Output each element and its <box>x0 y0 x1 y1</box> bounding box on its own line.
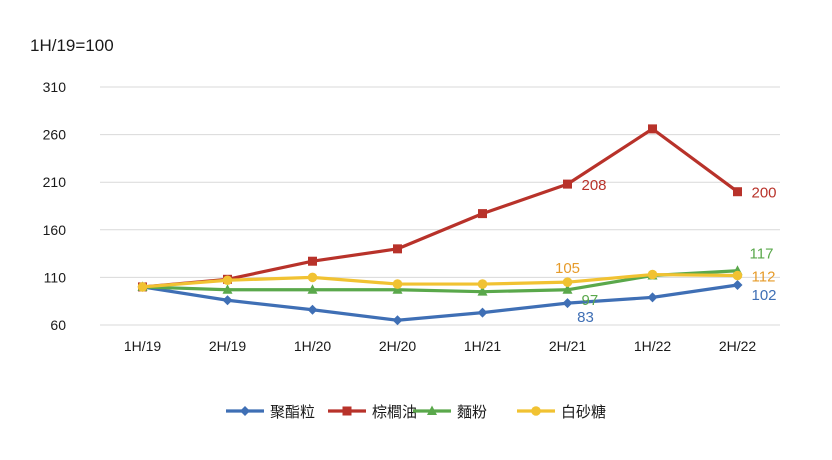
legend-marker <box>427 405 437 415</box>
data-point <box>307 272 318 283</box>
data-point <box>392 284 403 294</box>
y-tick-label: 60 <box>50 317 66 333</box>
x-tick-label: 2H/22 <box>719 338 757 354</box>
data-point <box>732 280 743 291</box>
series-line <box>142 283 738 322</box>
data-point <box>562 277 573 287</box>
data-point <box>137 282 148 292</box>
x-tick-label: 1H/20 <box>294 338 332 354</box>
y-tick-label: 110 <box>44 269 67 285</box>
y-axis-index-label: 1H/19=100 <box>30 36 114 55</box>
data-point <box>648 124 657 134</box>
legend-label: 聚酯粒 <box>270 403 315 421</box>
legend-label: 麵粉 <box>457 403 487 421</box>
data-point <box>308 256 317 266</box>
data-label: 200 <box>752 185 777 202</box>
data-point <box>477 279 488 289</box>
data-label: 97 <box>582 292 599 309</box>
y-tick-label: 210 <box>43 174 67 190</box>
data-point <box>647 269 658 280</box>
data-point <box>562 298 573 309</box>
data-label: 208 <box>582 177 607 194</box>
data-label: 102 <box>752 287 777 304</box>
data-point <box>392 279 403 289</box>
data-point <box>392 315 403 326</box>
data-point <box>563 179 572 189</box>
series-line <box>142 269 738 294</box>
legend-marker <box>342 406 352 416</box>
legend-marker <box>240 406 250 416</box>
y-tick-label: 310 <box>43 79 67 95</box>
data-point <box>647 292 658 303</box>
x-tick-label: 2H/21 <box>549 338 587 354</box>
data-point <box>477 286 488 296</box>
data-point <box>477 307 488 318</box>
data-label: 83 <box>577 309 594 326</box>
data-label: 105 <box>555 260 580 277</box>
series-line <box>142 127 739 289</box>
data-point <box>732 270 743 281</box>
x-tick-label: 2H/19 <box>209 338 247 354</box>
series-line <box>142 272 738 289</box>
data-point <box>307 284 318 294</box>
data-point <box>222 295 233 306</box>
data-point <box>733 187 742 197</box>
y-tick-label: 160 <box>43 222 67 238</box>
x-tick-label: 1H/22 <box>634 338 672 354</box>
data-point <box>222 275 233 286</box>
data-point <box>222 284 233 294</box>
data-point <box>307 304 318 315</box>
x-tick-label: 2H/20 <box>379 338 417 354</box>
data-point <box>562 284 573 294</box>
legend-marker <box>531 406 541 416</box>
x-tick-label: 1H/19 <box>124 338 162 354</box>
legend-label: 棕櫚油 <box>372 403 417 421</box>
data-label: 112 <box>752 268 776 285</box>
data-label: 117 <box>750 246 774 263</box>
legend-label: 白砂糖 <box>561 403 606 421</box>
data-point <box>393 244 402 254</box>
y-tick-label: 260 <box>43 127 67 143</box>
data-point <box>478 209 487 219</box>
x-tick-label: 1H/21 <box>464 338 502 354</box>
